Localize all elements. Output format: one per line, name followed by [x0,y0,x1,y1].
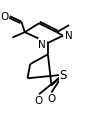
Text: O: O [47,93,56,104]
Text: O: O [1,12,9,22]
Text: S: S [59,69,67,82]
Text: N: N [65,31,72,40]
Text: N: N [38,39,46,49]
Text: O: O [34,95,42,105]
